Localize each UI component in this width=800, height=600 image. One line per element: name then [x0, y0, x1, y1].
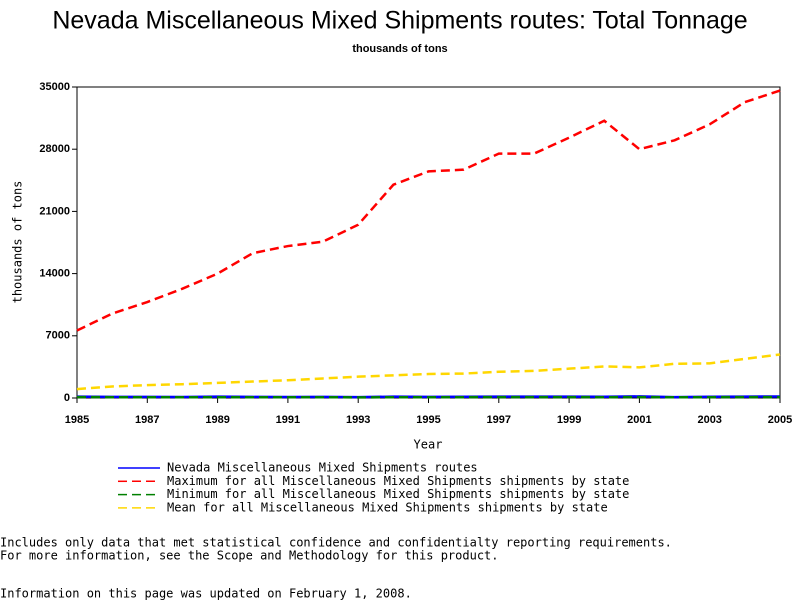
note: Information on this page was updated on … — [0, 587, 412, 600]
y-tick-label: 7000 — [46, 330, 70, 342]
x-tick-label: 1987 — [135, 414, 159, 426]
x-tick-label: 1995 — [416, 414, 440, 426]
x-tick-label: 2003 — [697, 414, 721, 426]
series-line — [76, 353, 781, 391]
y-tick-label: 35000 — [39, 81, 70, 93]
x-tick-label: 2005 — [768, 414, 792, 426]
chart-subtitle: thousands of tons — [352, 43, 447, 55]
x-axis-label: Year — [414, 438, 443, 452]
plot-frame — [76, 86, 781, 399]
x-tick-label: 1985 — [65, 414, 89, 426]
y-tick-label: 28000 — [39, 143, 70, 155]
y-tick-label: 21000 — [39, 205, 70, 217]
legend-label: Minimum for all Miscellaneous Mixed Ship… — [167, 487, 629, 501]
legend-label: Mean for all Miscellaneous Mixed Shipmen… — [167, 500, 608, 514]
x-tick-label: 1989 — [205, 414, 229, 426]
x-tick-label: 1999 — [557, 414, 581, 426]
note: For more information, see the Scope and … — [0, 549, 499, 563]
y-axis-label: thousands of tons — [11, 181, 25, 304]
legend-label: Maximum for all Miscellaneous Mixed Ship… — [167, 474, 629, 488]
x-tick-label: 2001 — [627, 414, 651, 426]
note: Includes only data that met statistical … — [0, 536, 672, 550]
x-tick-label: 1997 — [487, 414, 511, 426]
x-tick-label: 1993 — [346, 414, 370, 426]
y-tick-label: 14000 — [39, 268, 70, 280]
series-line — [76, 89, 781, 332]
legend-label: Nevada Miscellaneous Mixed Shipments rou… — [167, 461, 478, 475]
x-tick-label: 1991 — [276, 414, 300, 426]
y-tick-label: 0 — [64, 392, 70, 404]
chart-title: Nevada Miscellaneous Mixed Shipments rou… — [52, 7, 747, 35]
